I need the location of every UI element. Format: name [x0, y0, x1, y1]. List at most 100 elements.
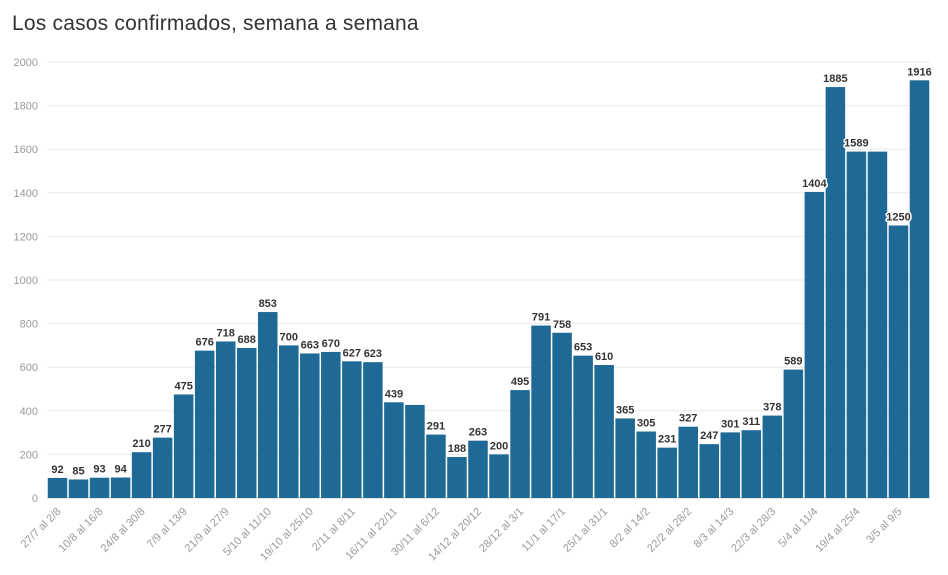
y-tick-label: 200 [20, 449, 38, 461]
data-label: 1589 [844, 138, 868, 150]
data-label: 627 [343, 347, 361, 359]
y-tick-label: 1600 [14, 144, 38, 156]
y-tick-label: 800 [20, 319, 38, 331]
data-label: 200 [490, 440, 508, 452]
data-label: 92 [51, 464, 63, 476]
y-tick-label: 2000 [14, 57, 38, 69]
bar [888, 225, 909, 498]
bar [867, 151, 888, 498]
bar [699, 444, 720, 498]
bar [257, 312, 278, 498]
bar [636, 431, 656, 498]
data-label: 85 [72, 465, 84, 477]
data-label: 718 [217, 327, 235, 339]
bar [321, 351, 341, 498]
data-label: 311 [742, 416, 760, 428]
data-label: 247 [700, 430, 718, 442]
bar [279, 345, 299, 498]
bar [489, 454, 509, 498]
bar [173, 394, 194, 498]
bar [89, 477, 110, 498]
bar [846, 151, 867, 498]
data-label: 301 [721, 418, 739, 430]
x-tick-label: 28/12 al 3/1 [477, 506, 526, 555]
y-tick-label: 1000 [14, 275, 38, 287]
bar [426, 434, 446, 498]
y-axis: 0 200 400 600 800 1000 1200 1400 1600 1800 2000 [14, 57, 38, 505]
bar [342, 361, 362, 498]
data-label: 231 [658, 434, 676, 446]
y-tick-label: 1200 [14, 231, 38, 243]
bar [131, 452, 152, 498]
data-label: 670 [322, 338, 340, 350]
data-label: 1250 [886, 212, 910, 224]
bar [720, 432, 741, 498]
bar [363, 362, 383, 498]
data-label: 291 [427, 421, 445, 433]
data-label: 188 [448, 443, 466, 455]
x-tick-label: 22/3 al 28/3 [729, 506, 778, 555]
bars [47, 80, 930, 499]
x-tick-label: 5/4 al 11/4 [776, 506, 820, 550]
bar [236, 348, 257, 498]
y-tick-label: 1800 [14, 101, 38, 113]
grid-lines [47, 61, 930, 499]
bar [552, 332, 572, 498]
data-label: 791 [532, 312, 550, 324]
data-label: 610 [595, 351, 613, 363]
bar [594, 365, 614, 498]
bar [510, 390, 530, 498]
data-label: 327 [679, 413, 697, 425]
bar [573, 355, 593, 498]
data-label: 758 [553, 319, 571, 331]
x-tick-label: 7/9 al 13/9 [145, 506, 190, 551]
y-tick-label: 1400 [14, 188, 38, 200]
x-tick-label: 19/4 al 25/4 [813, 506, 862, 555]
data-label: 1885 [823, 73, 847, 85]
bar [110, 477, 131, 498]
bar [531, 325, 551, 498]
bar [825, 87, 846, 498]
data-label: 1916 [907, 66, 931, 78]
data-label: 475 [174, 380, 192, 392]
bar [68, 479, 89, 498]
x-tick-label: 3/5 al 9/5 [864, 506, 904, 546]
data-label: 653 [574, 342, 592, 354]
data-label: 853 [259, 298, 277, 310]
x-axis: 27/7 al 2/810/8 al 16/824/8 al 30/87/9 a… [19, 506, 905, 564]
data-label: 663 [301, 339, 319, 351]
data-label: 623 [364, 348, 382, 360]
data-label: 700 [280, 331, 298, 343]
bar [741, 430, 762, 498]
x-tick-label: 27/7 al 2/8 [19, 506, 64, 551]
bar [783, 369, 804, 498]
bar [909, 80, 930, 498]
data-label: 378 [763, 402, 781, 414]
bar [384, 402, 404, 498]
y-tick-label: 400 [20, 406, 38, 418]
bar [657, 447, 677, 498]
bar [215, 341, 236, 498]
bar [300, 353, 320, 498]
data-label: 277 [153, 424, 171, 436]
x-tick-label: 22/2 al 28/2 [645, 506, 694, 555]
x-tick-label: 8/3 al 14/3 [692, 506, 737, 551]
y-tick-label: 600 [20, 362, 38, 374]
bar [152, 437, 173, 498]
bar [615, 418, 635, 498]
bar [447, 457, 467, 498]
data-label: 93 [93, 464, 105, 476]
x-tick-label: 25/1 al 31/1 [561, 506, 610, 555]
data-label: 210 [132, 438, 150, 450]
data-label: 263 [469, 427, 487, 439]
chart-title: Los casos confirmados, semana a semana [12, 12, 419, 35]
bar [405, 404, 425, 498]
data-label: 589 [784, 356, 802, 368]
data-label: 365 [616, 404, 634, 416]
x-tick-label: 8/2 al 14/2 [607, 506, 652, 551]
bar [762, 415, 783, 498]
data-label: 94 [114, 464, 127, 476]
data-label: 305 [637, 418, 655, 430]
